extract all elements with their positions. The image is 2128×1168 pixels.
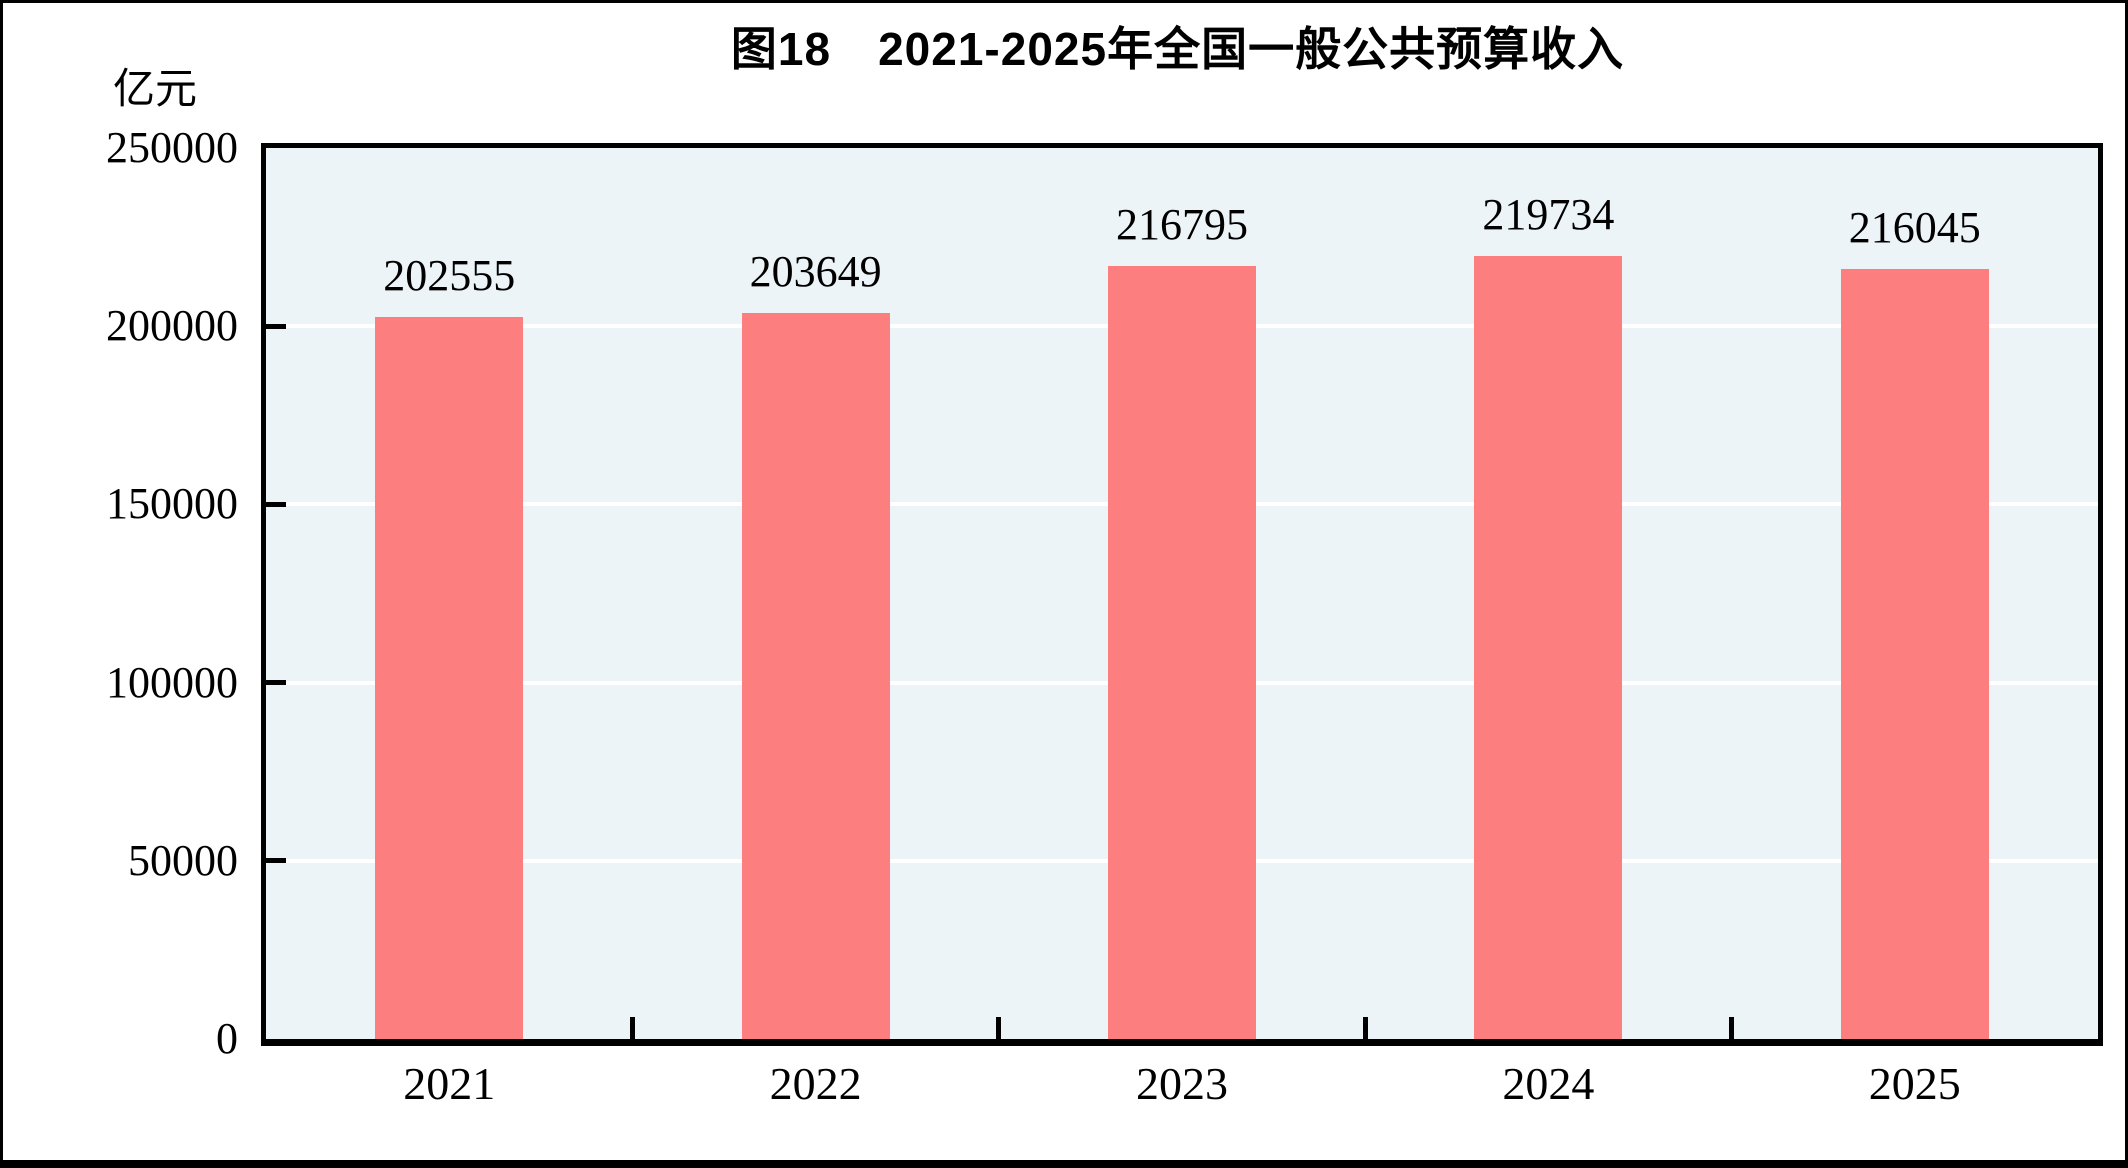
x-axis-tick-label: 2023 <box>1136 1058 1228 1109</box>
y-axis-tick-label: 150000 <box>106 479 238 529</box>
y-axis-tick-mark <box>266 680 286 686</box>
bar-value-label: 202555 <box>383 251 516 301</box>
y-axis-tick-label: 50000 <box>128 835 238 885</box>
x-axis-tick-label: 2025 <box>1868 1058 1961 1109</box>
x-axis-tick-mark <box>1362 1017 1368 1039</box>
bar-2025 <box>1840 269 1989 1039</box>
y-axis-tick-mark <box>266 858 286 864</box>
y-axis-tick-label: 100000 <box>106 657 238 707</box>
bar-value-label: 203649 <box>749 247 882 297</box>
bar-value-label: 219734 <box>1482 189 1615 239</box>
bar-2022 <box>741 313 890 1039</box>
chart-title: 图18 2021-2025年全国一般公共预算收入 <box>730 23 1625 75</box>
x-axis-tick-label: 2021 <box>403 1058 496 1109</box>
y-axis-tick-mark <box>266 323 286 329</box>
x-axis-tick-mark <box>996 1017 1002 1039</box>
plot-inner-area: 202555 203649 216795 219734 216045 <box>266 148 2098 1039</box>
bar-2021 <box>375 317 524 1039</box>
bar-value-label: 216045 <box>1848 203 1981 253</box>
bar-2024 <box>1474 255 1623 1039</box>
x-axis-tick-mark <box>629 1017 635 1039</box>
bar-2023 <box>1108 266 1256 1039</box>
y-axis-tick-mark <box>266 501 286 507</box>
y-axis-tick-label: 200000 <box>106 301 238 351</box>
y-axis-tick-label: 250000 <box>106 123 238 172</box>
y-axis-tick-label: 0 <box>216 1014 238 1063</box>
y-axis-unit-label: 亿元 <box>113 65 198 112</box>
plot-area: 202555 203649 216795 219734 216045 <box>261 143 2103 1046</box>
x-axis-tick-label: 2024 <box>1502 1058 1595 1109</box>
bar-value-label: 216795 <box>1116 200 1248 250</box>
x-axis-tick-mark <box>1729 1017 1735 1039</box>
x-axis-tick-label: 2022 <box>769 1058 862 1109</box>
